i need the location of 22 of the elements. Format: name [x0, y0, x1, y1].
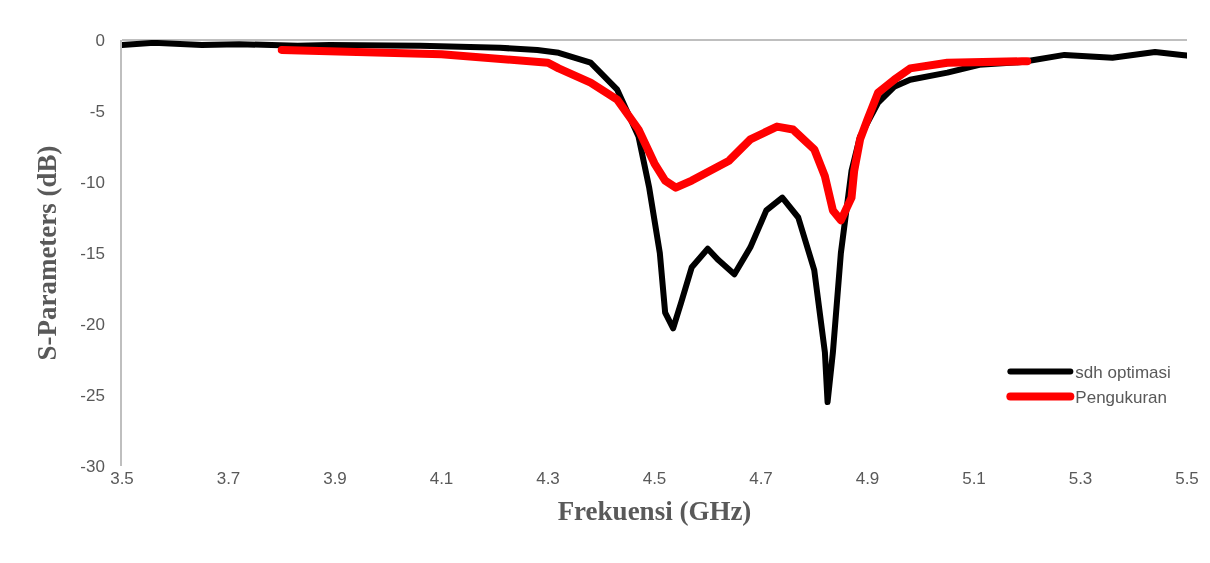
x-tick-label: 4.7 [749, 469, 773, 488]
y-tick-label: -30 [80, 456, 105, 476]
y-tick-label: -20 [80, 314, 105, 334]
x-tick-label: 4.3 [536, 469, 560, 488]
x-tick-label: 3.5 [110, 469, 134, 488]
legend-label: sdh optimasi [1075, 363, 1171, 383]
x-axis-title: Frekuensi (GHz) [557, 496, 752, 527]
x-tick-label: 5.3 [1068, 469, 1093, 488]
y-tick-label: -25 [80, 385, 105, 405]
y-tick-label: 0 [95, 30, 105, 50]
x-tick-label: 5.1 [962, 469, 986, 488]
x-tick-label: 5.5 [1175, 469, 1199, 488]
y-tick-label: -15 [80, 243, 105, 263]
x-tick-label: 4.5 [642, 469, 667, 488]
x-tick-label: 4.9 [855, 469, 880, 488]
legend-label: Pengukuran [1075, 388, 1168, 408]
x-tick-label: 3.9 [323, 469, 347, 488]
y-tick-label: -10 [80, 172, 105, 192]
y-axis-title: S-Parameters (dB) [31, 145, 62, 361]
x-tick-label: 3.7 [216, 469, 241, 488]
x-tick-label: 4.1 [429, 469, 454, 488]
y-tick-label: -5 [89, 101, 105, 121]
